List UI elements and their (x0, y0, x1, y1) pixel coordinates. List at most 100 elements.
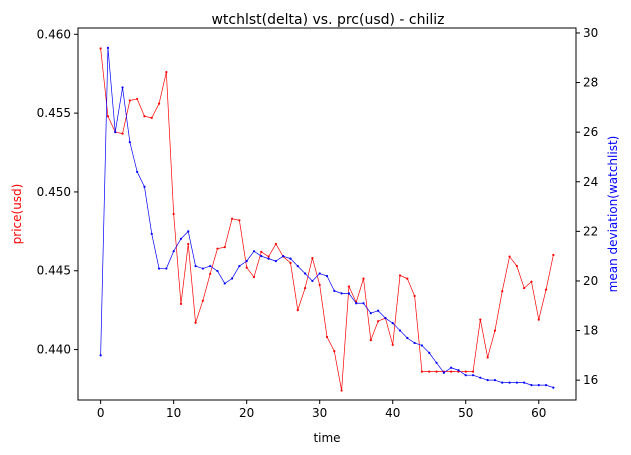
series-point-left (157, 102, 161, 105)
series-point-right (464, 374, 467, 377)
series-line-left (100, 48, 554, 391)
series-point-right (150, 232, 153, 235)
series-point-right (143, 185, 146, 188)
x-tick-label: 10 (166, 406, 181, 420)
series-point-right (552, 386, 555, 389)
series-point-right (216, 269, 219, 273)
series-point-right (157, 267, 161, 270)
x-axis: 0 10 20 30 40 50 60 (97, 400, 546, 420)
y-axis-right-label: mean deviation(watchlist) (606, 136, 620, 293)
series-point-right (530, 384, 533, 387)
series-point-left (121, 132, 124, 135)
series-point-left (515, 264, 518, 268)
series-point-right (128, 140, 131, 144)
series-point-left (252, 275, 256, 279)
series-point-right (479, 376, 482, 379)
series-point-left (340, 389, 343, 392)
y-left-tick-label: 0.440 (37, 343, 71, 357)
series-point-left (318, 283, 321, 287)
y-left-tick-label: 0.445 (37, 264, 71, 278)
series-point-left (303, 286, 307, 290)
plot-series (99, 46, 555, 392)
chart-title: wtchlst(delta) vs. prc(usd) - chiliz (211, 12, 444, 28)
series-point-right (493, 379, 497, 382)
y-right-tick-label: 26 (583, 125, 598, 139)
series-point-right (442, 371, 445, 374)
series-point-right (260, 255, 263, 258)
series-point-right (523, 381, 526, 384)
series-point-right (99, 354, 102, 357)
series-point-right (121, 86, 124, 89)
series-point-right (325, 274, 329, 278)
series-point-right (106, 46, 110, 49)
series-point-left (464, 370, 467, 373)
series-point-left (209, 272, 212, 275)
series-point-right (252, 250, 256, 253)
series-point-left (223, 246, 226, 249)
series-point-left (413, 294, 416, 298)
series-point-right (340, 292, 343, 295)
series-point-left (216, 247, 219, 250)
series-point-left (537, 318, 540, 321)
series-point-right (377, 309, 380, 312)
series-point-right (136, 170, 139, 173)
series-point-right (223, 282, 226, 285)
series-point-right (274, 260, 277, 263)
series-point-right (384, 317, 387, 320)
series-point-right (165, 267, 168, 270)
series-point-left (398, 274, 402, 277)
series-point-right (369, 312, 372, 315)
y-right-tick-label: 30 (583, 26, 598, 40)
y-axis-left: 0.440 0.445 0.450 0.455 0.460 (37, 27, 78, 357)
series-point-right (406, 336, 409, 340)
series-point-right (311, 279, 314, 283)
y-right-tick-label: 22 (583, 224, 598, 238)
series-point-left (523, 286, 526, 290)
series-point-left (420, 370, 424, 373)
series-point-left (106, 115, 110, 118)
series-point-left (311, 257, 314, 260)
y-right-tick-label: 28 (583, 76, 598, 90)
x-tick-label: 0 (97, 406, 105, 420)
series-point-left (230, 217, 234, 220)
x-tick-label: 30 (312, 406, 327, 420)
x-tick-label: 40 (385, 406, 400, 420)
series-point-left (136, 97, 139, 101)
series-point-right (194, 264, 197, 268)
series-point-right (303, 272, 307, 275)
series-point-left (143, 115, 146, 118)
series-point-right (187, 230, 190, 233)
series-point-left (362, 277, 365, 280)
series-point-left (289, 261, 292, 264)
x-tick-label: 20 (239, 406, 254, 420)
series-point-right (391, 322, 394, 325)
y-right-tick-label: 24 (583, 175, 598, 189)
y-axis-right: 16 18 20 22 24 26 28 30 (576, 26, 598, 387)
series-point-right (537, 384, 540, 387)
series-point-left (544, 288, 548, 291)
series-point-right (201, 267, 204, 270)
series-point-right (398, 329, 402, 332)
series-point-right (296, 264, 299, 268)
series-point-right (267, 257, 270, 260)
series-point-left (391, 343, 394, 346)
series-point-left (428, 370, 431, 373)
series-point-left (172, 212, 175, 216)
series-point-left (274, 242, 277, 246)
series-point-left (493, 329, 497, 332)
series-point-right (238, 264, 241, 268)
series-point-left (479, 318, 482, 321)
series-point-left (128, 99, 131, 102)
series-point-left (260, 250, 263, 253)
series-point-right (486, 379, 489, 382)
series-point-left (187, 242, 190, 246)
series-point-left (238, 219, 241, 222)
series-point-left (150, 116, 153, 119)
series-point-left (325, 335, 329, 339)
series-point-left (486, 356, 489, 359)
series-point-left (296, 309, 299, 312)
series-point-left (267, 255, 270, 258)
series-point-left (530, 280, 533, 283)
series-point-right (355, 302, 358, 305)
